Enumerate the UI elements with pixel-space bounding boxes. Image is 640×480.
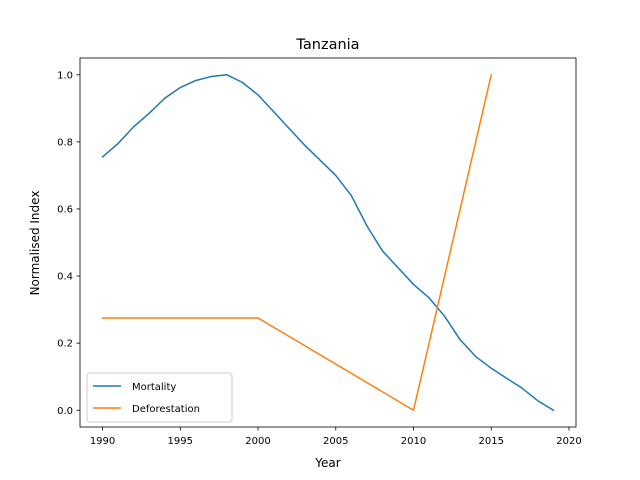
legend: Mortality Deforestation xyxy=(86,372,233,423)
x-tick-label: 1990 xyxy=(90,436,115,447)
x-tick-label: 2000 xyxy=(245,436,270,447)
legend-box xyxy=(86,372,233,423)
legend-label-mortality: Mortality xyxy=(132,382,176,393)
chart-title: Tanzania xyxy=(295,37,359,53)
series-line-mortality xyxy=(101,74,555,412)
y-tick-label: 0.4 xyxy=(57,272,73,283)
y-tick-label: 0.6 xyxy=(57,205,73,216)
y-tick-label: 1.0 xyxy=(57,70,73,81)
x-tick-label: 2020 xyxy=(556,436,581,447)
x-tick-label: 1995 xyxy=(168,436,193,447)
y-axis-label: Normalised Index xyxy=(28,191,42,296)
y-tick-label: 0.2 xyxy=(57,339,73,350)
axes-frame xyxy=(79,57,577,428)
x-axis-label: Year xyxy=(314,456,340,470)
x-tick-label: 2005 xyxy=(323,436,348,447)
series-line-deforestation xyxy=(101,73,493,411)
y-tick-label: 0.0 xyxy=(57,406,73,417)
plot-area: 1990 1995 2000 2005 2010 2015 2020 0.0 0.2 0.4 0.6… xyxy=(57,57,582,447)
x-tick-label: 2010 xyxy=(401,436,426,447)
x-tick-label: 2015 xyxy=(479,436,504,447)
y-tick-label: 0.8 xyxy=(57,137,73,148)
legend-label-deforestation: Deforestation xyxy=(132,404,200,415)
